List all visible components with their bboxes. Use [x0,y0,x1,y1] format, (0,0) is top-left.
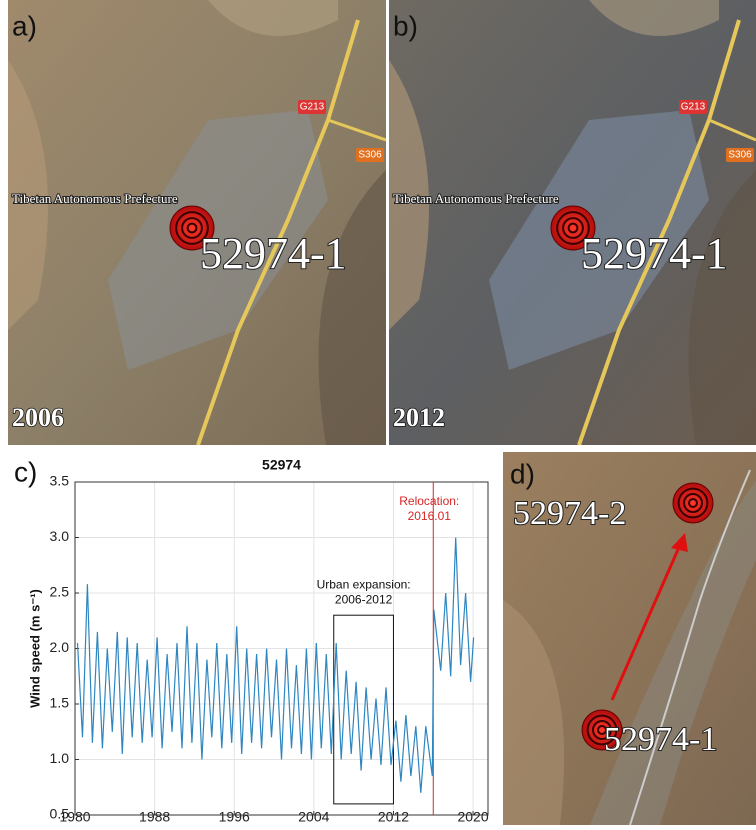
y-tick-label: 3.0 [50,528,70,544]
x-tick-label: 2020 [457,809,488,825]
annotation-text: 2016.01 [408,509,452,523]
annotation-text: 2006-2012 [335,592,393,606]
map-panel: d) 52974-2 52974-1 [503,452,756,825]
road-sign-label: S306 [728,150,752,161]
year-label: 2006 [12,403,64,432]
x-tick-label: 2004 [298,809,329,825]
road-sign-label: G213 [300,102,325,113]
map-label: Tibetan Autonomous Prefecture [393,191,559,206]
annotation-text: Urban expansion: [317,577,411,591]
road-sign-label: G213 [681,102,706,113]
figure: a) G213 S306 Tibetan Autonomous Prefecture 5… [0,0,756,825]
y-tick-label: 2.0 [50,639,70,655]
panel-label: d) [510,458,535,489]
y-axis-label: Wind speed (m s⁻¹) [27,589,42,708]
x-tick-label: 1988 [139,809,170,825]
road-sign-label: S306 [358,150,382,161]
map-panel: b) G213 S306 Tibetan Autonomous Prefecture 5… [389,0,756,445]
panel-label: c) [14,456,37,487]
x-tick-label: 1996 [219,809,250,825]
x-tick-label: 2012 [378,809,409,825]
y-tick-label: 1.0 [50,750,70,766]
station-label: 52974-1 [581,229,728,278]
station-label: 52974-1 [604,721,717,758]
map-label: Tibetan Autonomous Prefecture [12,191,178,206]
station-label: 52974-2 [513,495,626,532]
panel-label: b) [393,10,418,41]
y-tick-label: 3.5 [50,473,70,489]
annotation-text: Relocation: [399,494,459,508]
station-label: 52974-1 [200,229,347,278]
panel-label: a) [12,10,37,41]
chart-title: 52974 [262,457,301,473]
year-label: 2012 [393,403,445,432]
map-panel: a) G213 S306 Tibetan Autonomous Prefecture 5… [8,0,386,445]
y-tick-label: 2.5 [50,584,70,600]
y-tick-label: 1.5 [50,695,70,711]
